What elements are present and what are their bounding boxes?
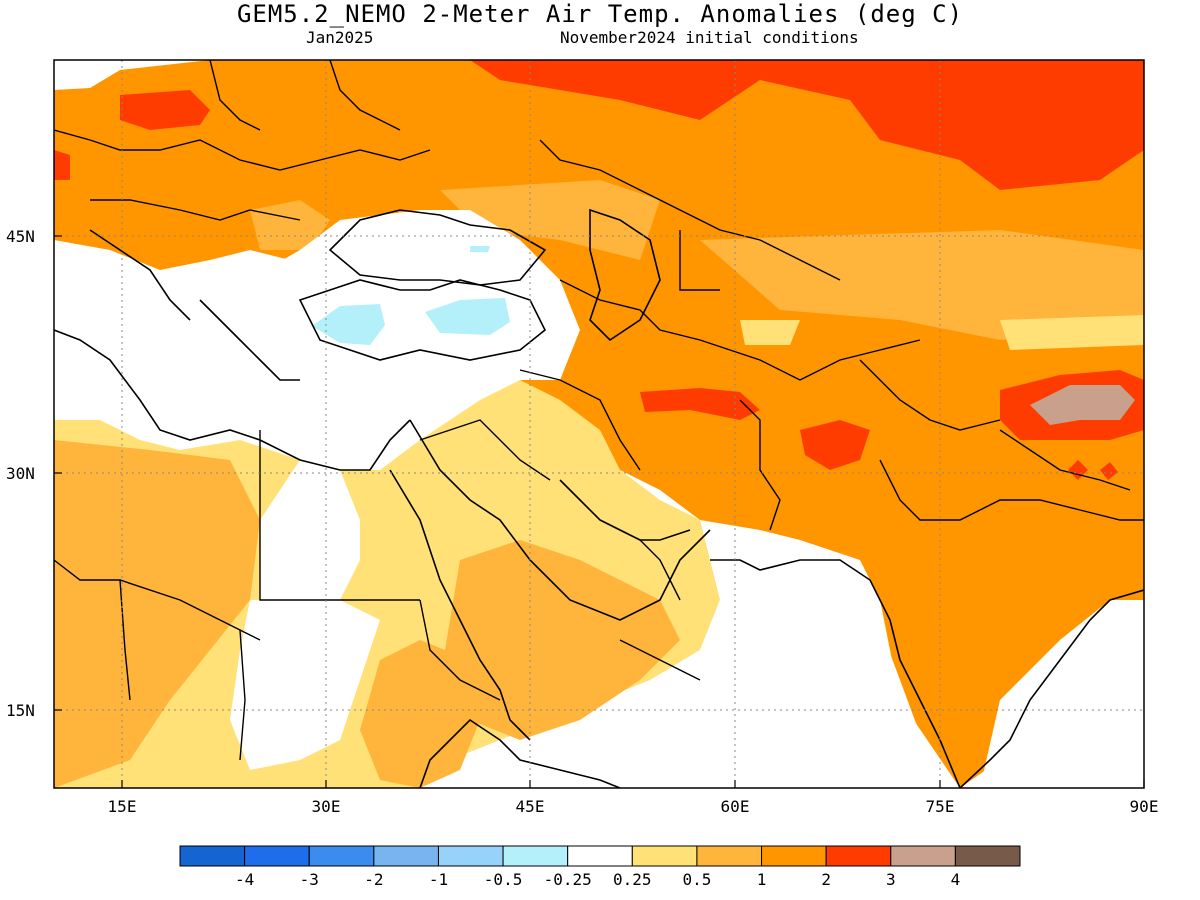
- lon-label-75e: 75E: [926, 797, 955, 816]
- colorbar-label: -3: [300, 870, 319, 889]
- cold-anomaly-blacksea: [470, 246, 490, 252]
- coastlines: [54, 208, 1144, 788]
- axis-ticks: [54, 235, 1145, 788]
- colorbar-label: 1: [757, 870, 767, 889]
- colorbar-label: -2: [364, 870, 383, 889]
- colorbar-swatch: [373, 845, 439, 867]
- red-anomaly-europe-1: [120, 90, 210, 130]
- cold-anomaly-turkey-1: [312, 304, 385, 345]
- colorbar-label: -0.25: [544, 870, 592, 889]
- anomaly-band-light-1: [250, 200, 330, 250]
- lon-label-15e: 15E: [108, 797, 137, 816]
- lon-label-30e: 30E: [312, 797, 341, 816]
- colorbar-swatch: [890, 845, 956, 867]
- forecast-month: Jan2025: [306, 28, 374, 47]
- lat-label-30n: 30N: [6, 464, 35, 483]
- colorbar-swatch: [179, 845, 246, 867]
- red-anomaly-europe-2: [54, 150, 70, 180]
- initial-conditions: November2024 initial conditions: [560, 28, 859, 47]
- lat-label-45n: 45N: [6, 227, 35, 246]
- anomaly-band-light-5: [1000, 315, 1144, 350]
- country-borders: [54, 60, 1144, 761]
- colorbar-swatch: [437, 845, 504, 867]
- cold-anomaly-turkey-2: [425, 298, 510, 335]
- red-anomaly-afghanistan: [800, 420, 870, 470]
- anomaly-band-light-2: [440, 180, 660, 260]
- anomaly-africa-orange: [54, 440, 260, 788]
- colorbar-swatch: [696, 845, 763, 867]
- colorbar-swatch: [308, 845, 375, 867]
- anomaly-ethiopia-orange: [360, 640, 480, 788]
- colorbar-label: 3: [886, 870, 896, 889]
- colorbar-swatch: [631, 845, 698, 867]
- anomaly-neutral-sudan: [230, 600, 380, 770]
- lon-label-90e: 90E: [1130, 797, 1159, 816]
- gridlines: [54, 60, 1144, 788]
- colorbar-swatch: [761, 845, 827, 867]
- colorbar-label: 0.5: [682, 870, 711, 889]
- anomaly-neutral-bay-of-bengal: [980, 600, 1144, 788]
- red-anomaly-tibet-small-2: [1100, 462, 1118, 480]
- colorbar-swatch: [954, 845, 1021, 867]
- map-area: [54, 60, 1144, 788]
- colorbar: -4 -3 -2 -1 -0.5 -0.25 0.25 0.5 1 2 3 4: [179, 845, 1021, 889]
- anomaly-band-light-3: [700, 230, 1144, 340]
- anomaly-band-light-4: [740, 320, 800, 345]
- anomaly-neutral-egypt: [260, 460, 360, 600]
- colorbar-label: -0.5: [484, 870, 523, 889]
- anomaly-neutral-mediterranean: [54, 210, 580, 470]
- colorbar-swatch: [567, 845, 633, 867]
- anomaly-neutral-arabian-sea: [600, 560, 940, 788]
- colorbar-swatch: [244, 845, 310, 867]
- lon-label-60e: 60E: [721, 797, 750, 816]
- colorbar-label: 0.25: [613, 870, 652, 889]
- map-title: GEM5.2_NEMO 2-Meter Air Temp. Anomalies …: [236, 0, 964, 28]
- colorbar-label: -1: [429, 870, 448, 889]
- red-anomaly-tibet-small-1: [1068, 460, 1088, 480]
- colorbar-swatch: [825, 845, 892, 867]
- red-anomaly-iran: [640, 388, 760, 420]
- lat-label-15n: 15N: [6, 701, 35, 720]
- colorbar-label: 4: [951, 870, 961, 889]
- colorbar-label: 2: [821, 870, 831, 889]
- map-frame: [53, 59, 1145, 789]
- colorbar-label: -4: [235, 870, 254, 889]
- colorbar-swatch: [502, 845, 569, 867]
- brown-anomaly-tibet: [1030, 385, 1135, 425]
- red-anomaly-north-1: [470, 60, 1144, 190]
- lon-label-45e: 45E: [516, 797, 545, 816]
